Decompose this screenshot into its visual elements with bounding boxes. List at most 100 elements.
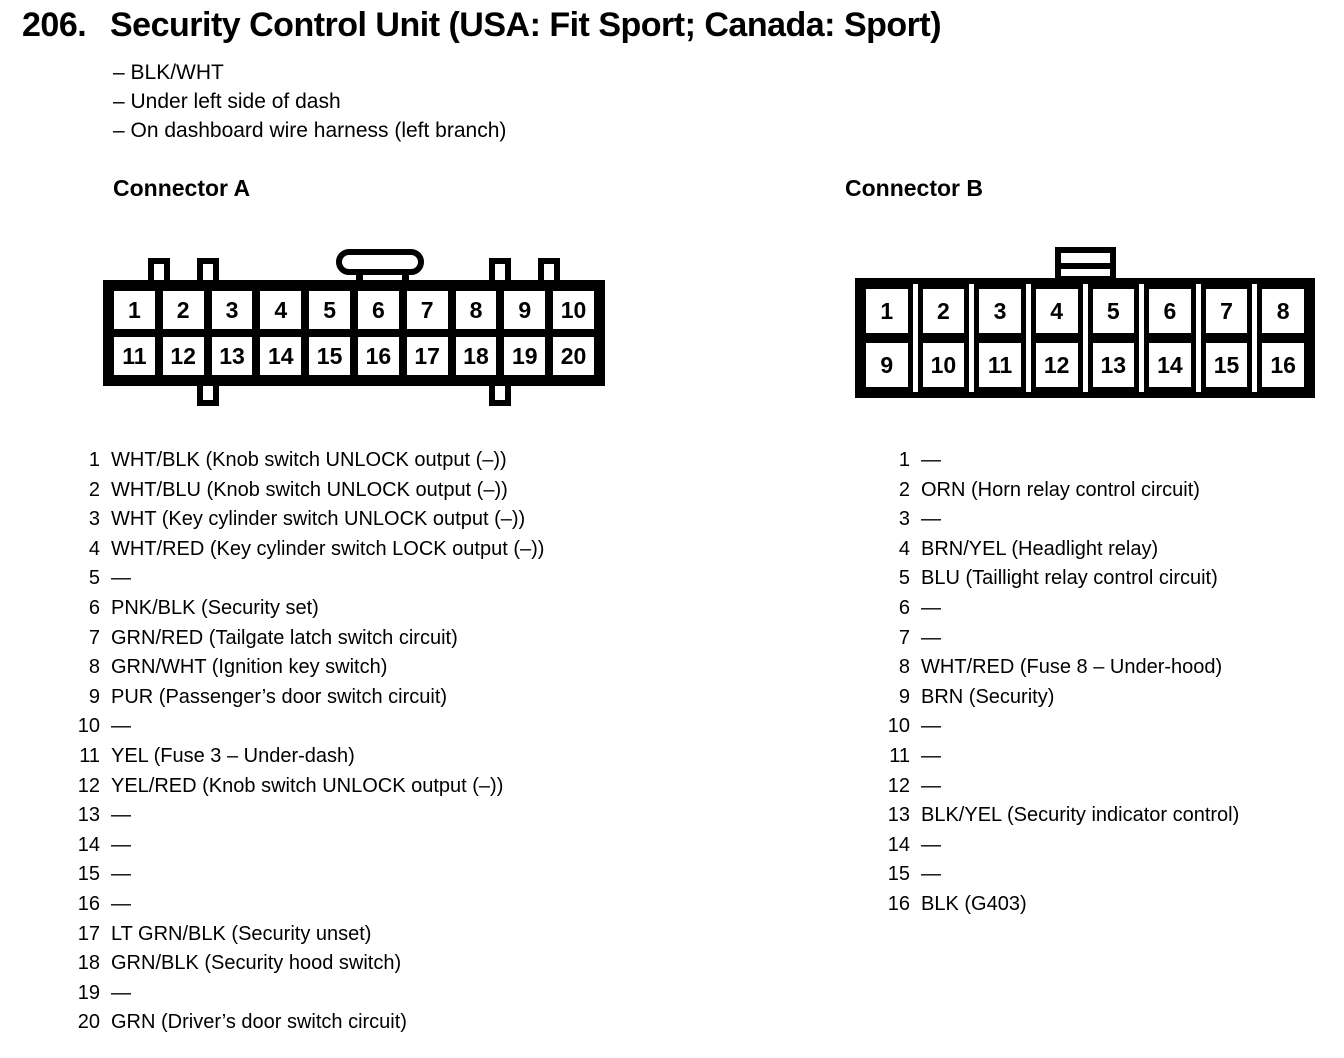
pin-list-row: 9 BRN (Security) [878, 686, 1239, 716]
pin-cell: 5 [1087, 284, 1140, 338]
pin-cell: 4 [256, 287, 306, 333]
pin-cell: 13 [207, 333, 257, 379]
lock-handle-leg [356, 270, 363, 284]
pin-description: — [921, 596, 941, 619]
pin-cell: 15 [1200, 338, 1253, 392]
pin-list-row: 16 BLK (G403) [878, 893, 1239, 923]
pin-cell: 9 [500, 287, 550, 333]
pin-number: 11 [79, 744, 100, 767]
pin-description: — [111, 892, 131, 915]
pin-cell: 11 [110, 333, 159, 379]
pin-list-row: 7 — [878, 627, 1239, 657]
pin-number: 16 [77, 892, 100, 915]
pin-number: 3 [898, 508, 910, 531]
pin-description: WHT/BLU (Knob switch UNLOCK output (–)) [111, 478, 508, 501]
pin-cell: 16 [353, 333, 403, 379]
lock-handle-icon [336, 249, 424, 275]
pin-number: 20 [77, 1011, 100, 1034]
page-title-row: 206. Security Control Unit (USA: Fit Spo… [22, 6, 942, 45]
pin-description: — [921, 508, 941, 531]
pin-number: 10 [77, 715, 100, 738]
pin-cell: 15 [305, 333, 354, 379]
pin-description: YEL/RED (Knob switch UNLOCK output (–)) [111, 774, 504, 797]
pin-list-row: 5 — [72, 567, 544, 597]
page-title: Security Control Unit (USA: Fit Sport; C… [110, 6, 942, 44]
pin-description: — [921, 449, 941, 471]
pin-description: LT GRN/BLK (Security unset) [111, 922, 372, 945]
pin-cell: 4 [1030, 284, 1083, 338]
pin-list-row: 14 — [72, 834, 544, 864]
pin-number: 5 [88, 567, 100, 590]
pin-number: 7 [898, 626, 910, 649]
connector-b-heading: Connector B [845, 175, 983, 201]
pin-number: 9 [898, 685, 910, 708]
pin-number: 12 [77, 774, 100, 797]
pin-description: PNK/BLK (Security set) [111, 596, 319, 619]
pin-list-row: 17 LT GRN/BLK (Security unset) [72, 923, 544, 953]
connector-b-body: 1 2 3 4 5 6 7 8 9 10 11 [855, 278, 1315, 398]
pin-number: 14 [77, 833, 100, 856]
pin-list-row: 8 GRN/WHT (Ignition key switch) [72, 656, 544, 686]
pin-list-row: 1 WHT/BLK (Knob switch UNLOCK output (–)… [72, 449, 544, 479]
pin-cell: 2 [158, 287, 208, 333]
connector-a-body: 1 2 3 4 5 6 7 8 9 10 11 [103, 280, 605, 386]
pin-cell: 12 [158, 333, 208, 379]
mount-clip-icon [538, 258, 560, 284]
pin-list-row: 11 — [878, 745, 1239, 775]
pin-cell: 6 [1144, 284, 1196, 338]
pin-number: 19 [77, 981, 100, 1004]
pin-description: — [921, 833, 941, 856]
pin-description: WHT/RED (Fuse 8 – Under-hood) [921, 656, 1223, 679]
mount-clip-icon [489, 258, 511, 284]
pin-number: 7 [88, 626, 100, 649]
pin-description: GRN (Driver’s door switch circuit) [111, 1011, 407, 1034]
pin-cell: 2 [917, 284, 970, 338]
pin-number: 2 [88, 478, 100, 501]
pin-number: 18 [77, 952, 100, 975]
pin-description: WHT (Key cylinder switch UNLOCK output (… [111, 508, 526, 531]
pin-description: GRN/WHT (Ignition key switch) [111, 656, 388, 679]
pin-list-row: 20 GRN (Driver’s door switch circuit) [72, 1011, 544, 1041]
connector-b-row-1: 1 2 3 4 5 6 7 8 [861, 284, 1309, 338]
pin-description: — [111, 804, 131, 827]
pin-list-row: 3 — [878, 508, 1239, 538]
pin-cell: 10 [549, 287, 598, 333]
pin-number: 12 [887, 774, 910, 797]
pin-description: — [111, 863, 131, 886]
pin-list-row: 10 — [72, 715, 544, 745]
pin-cell: 3 [207, 287, 257, 333]
pin-cell: 7 [402, 287, 452, 333]
pin-number: 8 [898, 656, 910, 679]
pin-list-row: 5 BLU (Taillight relay control circuit) [878, 567, 1239, 597]
pin-list-row: 14 — [878, 834, 1239, 864]
pin-cell: 8 [1257, 284, 1309, 338]
latch-tab-bar [1061, 263, 1110, 269]
pin-number: 4 [898, 537, 910, 560]
pin-description: YEL (Fuse 3 – Under-dash) [111, 744, 355, 767]
pin-description: BLU (Taillight relay control circuit) [921, 567, 1218, 590]
pin-cell: 16 [1257, 338, 1309, 392]
pin-description: — [111, 567, 131, 590]
pin-list-row: 16 — [72, 893, 544, 923]
pin-list-row: 18 GRN/BLK (Security hood switch) [72, 952, 544, 982]
pin-list-row: 8 WHT/RED (Fuse 8 – Under-hood) [878, 656, 1239, 686]
pin-list-row: 2 WHT/BLU (Knob switch UNLOCK output (–)… [72, 479, 544, 509]
pin-number: 6 [898, 596, 910, 619]
pin-cell: 1 [861, 284, 913, 338]
pin-number: 1 [88, 449, 100, 471]
pin-list-row: 1 — [878, 449, 1239, 479]
pin-cell: 18 [451, 333, 501, 379]
pin-list-row: 3 WHT (Key cylinder switch UNLOCK output… [72, 508, 544, 538]
pin-list-row: 6 — [878, 597, 1239, 627]
pin-description: BLK (G403) [921, 892, 1027, 915]
pin-cell: 19 [500, 333, 550, 379]
pin-description: — [921, 744, 941, 767]
pin-list-row: 13 — [72, 804, 544, 834]
pin-number: 3 [88, 508, 100, 531]
pin-number: 5 [898, 567, 910, 590]
pin-list-row: 2 ORN (Horn relay control circuit) [878, 479, 1239, 509]
pin-number: 1 [898, 449, 910, 471]
pin-number: 8 [88, 656, 100, 679]
connector-a-row-2: 11 12 13 14 15 16 17 18 19 20 [110, 333, 598, 379]
